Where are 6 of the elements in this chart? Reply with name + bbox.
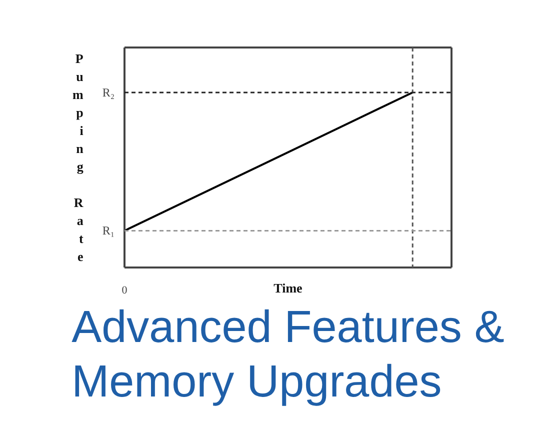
- ref-line-label: R₁: [102, 224, 114, 238]
- ref-line-label: R₂: [102, 85, 114, 100]
- text: 0: [122, 284, 128, 296]
- x-axis-title: Time: [274, 280, 303, 296]
- text: Pumping Rate: [72, 51, 84, 264]
- text: Advanced Features & Memory Upgrades: [72, 300, 504, 406]
